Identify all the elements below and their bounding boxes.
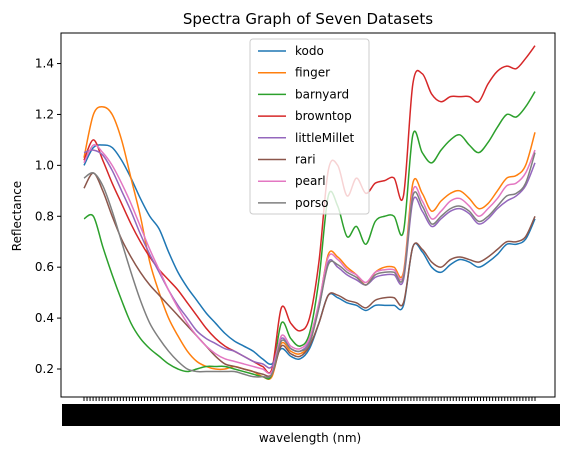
legend-label-finger: finger [295, 66, 330, 80]
legend: kodo finger barnyard browntop littleMillet ra… [249, 38, 370, 215]
series-line-porso [83, 152, 536, 379]
series-line-kodo [83, 144, 536, 366]
legend-label-browntop: browntop [295, 109, 352, 123]
series-line-rari [83, 172, 536, 378]
plot-area [83, 45, 536, 381]
legend-label-littleMillet: littleMillet [295, 131, 355, 145]
y-tick-label: 1.4 [35, 57, 54, 71]
y-tick-label: 0.4 [35, 311, 54, 325]
legend-label-barnyard: barnyard [295, 87, 349, 101]
y-tick-label: 0.8 [35, 209, 54, 223]
y-tick-label: 0.6 [35, 260, 54, 274]
x-axis-title: wavelength (nm) [259, 431, 361, 445]
y-axis: 0.2 0.4 0.6 0.8 1.0 1.2 1.4 [35, 57, 61, 376]
legend-label-porso: porso [295, 196, 329, 210]
y-tick-label: 1.0 [35, 158, 54, 172]
y-tick-label: 1.2 [35, 107, 54, 121]
legend-label-kodo: kodo [295, 44, 324, 58]
series-line-barnyard [83, 91, 536, 380]
x-axis [62, 397, 560, 426]
y-axis-title: Reflectance [10, 181, 24, 251]
y-tick-label: 0.2 [35, 362, 54, 376]
legend-label-pearl: pearl [295, 174, 326, 188]
series-line-littleMillet [83, 149, 536, 369]
legend-box [249, 38, 370, 215]
series-line-pearl [83, 143, 536, 375]
x-tick-labels-overlapped [62, 404, 560, 426]
chart-title: Spectra Graph of Seven Datasets [183, 10, 433, 28]
legend-label-rari: rari [295, 153, 316, 167]
